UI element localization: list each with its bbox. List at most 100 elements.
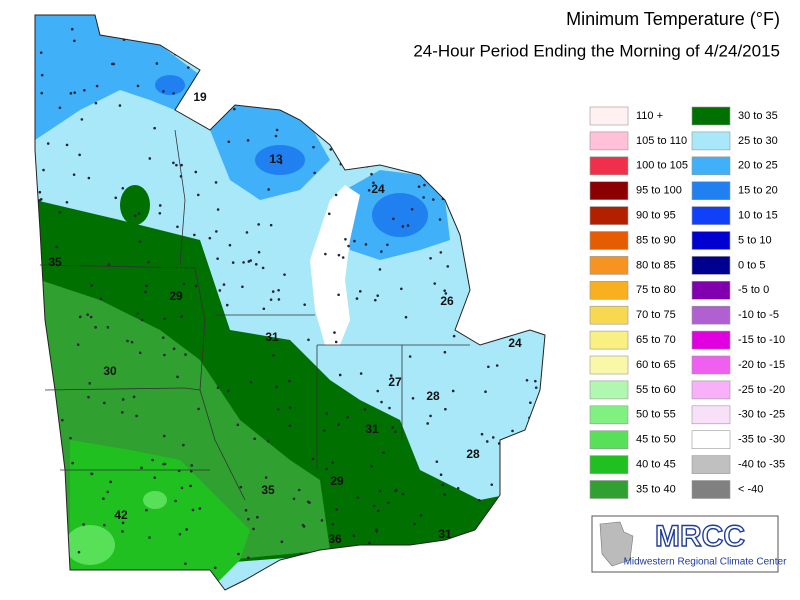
station-dot: [376, 389, 380, 393]
station-dot: [394, 430, 397, 434]
station-dot: [315, 28, 319, 32]
station-dot: [373, 298, 377, 302]
station-dot: [534, 379, 537, 383]
station-dot: [148, 157, 152, 160]
station-dot: [245, 231, 249, 234]
station-dot: [353, 239, 356, 243]
station-dot: [499, 497, 503, 501]
station-dot: [370, 172, 373, 176]
station-dot: [446, 265, 450, 268]
station-dot: [121, 398, 125, 401]
station-dot: [380, 400, 383, 404]
station-dot: [65, 200, 69, 204]
station-dot: [487, 587, 491, 590]
station-dot: [277, 298, 281, 301]
station-dot: [335, 508, 338, 511]
station-dot: [380, 156, 384, 160]
station-dot: [439, 251, 443, 254]
station-dot: [525, 378, 529, 382]
legend-swatch: [589, 480, 629, 499]
station-dot: [172, 92, 175, 95]
station-value: 28: [466, 447, 480, 461]
station-value: 28: [426, 389, 440, 403]
station-dot: [196, 81, 200, 84]
station-dot: [163, 434, 166, 438]
subtitle: 24-Hour Period Ending the Morning of 4/2…: [413, 41, 780, 60]
station-dot: [40, 381, 44, 385]
station-dot: [334, 340, 338, 344]
station-dot: [444, 292, 448, 295]
station-dot: [352, 534, 356, 538]
station-dot: [504, 148, 508, 152]
station-dot: [538, 569, 541, 572]
station-dot: [86, 313, 89, 316]
station-dot: [178, 532, 182, 536]
station-dot: [135, 414, 138, 418]
station-dot: [184, 353, 187, 356]
station-dot: [313, 171, 316, 175]
legend-label: 55 to 60: [636, 384, 676, 396]
station-dot: [373, 16, 377, 20]
station-dot: [443, 350, 447, 354]
station-dot: [437, 183, 440, 187]
legend-label: -15 to -10: [738, 334, 785, 346]
station-dot: [356, 496, 360, 499]
station-dot: [484, 227, 488, 231]
legend-label: 100 to 105: [636, 160, 688, 172]
station-dot: [271, 353, 275, 357]
station-dot: [80, 118, 84, 121]
station-dot: [435, 460, 439, 463]
legend-label: 25 to 30: [738, 135, 778, 147]
station-dot: [42, 168, 45, 172]
station-dot: [306, 31, 310, 35]
station-dot: [284, 36, 288, 40]
station-dot: [78, 153, 81, 157]
legend-swatch: [589, 131, 629, 151]
station-dot: [242, 261, 245, 264]
station-dot: [359, 372, 363, 375]
station-dot: [411, 397, 415, 400]
station-dot: [456, 487, 460, 490]
station-dot: [73, 39, 76, 43]
station-dot: [519, 242, 523, 246]
station-dot: [65, 143, 69, 147]
station-dot: [175, 163, 178, 167]
legend-swatch: [691, 355, 731, 375]
station-dot: [379, 48, 383, 51]
station-dot: [269, 223, 273, 227]
station-dot: [438, 124, 442, 127]
station-dot: [140, 318, 144, 322]
station-dot: [331, 461, 335, 464]
legend-swatch: [691, 256, 731, 275]
station-dot: [394, 143, 398, 147]
station-value: 31: [365, 422, 379, 436]
legend-label: -35 to -30: [738, 434, 785, 446]
station-dot: [132, 395, 136, 399]
station-dot: [198, 507, 202, 510]
station-dot: [226, 389, 230, 393]
station-dot: [46, 498, 50, 502]
station-dot: [439, 473, 443, 476]
station-dot: [329, 37, 333, 40]
station-dot: [136, 312, 140, 315]
station-dot: [491, 217, 494, 220]
station-dot: [185, 528, 188, 531]
zone-30-35: [120, 185, 150, 225]
station-dot: [529, 282, 533, 286]
station-dot: [443, 493, 446, 496]
station-dot: [429, 256, 432, 260]
station-dot: [540, 245, 543, 249]
station-dot: [271, 290, 275, 293]
station-dot: [463, 245, 467, 249]
station-dot: [254, 263, 258, 266]
station-value: 13: [269, 152, 283, 166]
station-dot: [107, 263, 111, 266]
logo-name: MRCC: [655, 520, 745, 553]
station-value: 26: [440, 294, 454, 308]
station-dot: [372, 504, 376, 508]
station-dot: [337, 293, 340, 297]
legend-label: 5 to 10: [738, 234, 772, 246]
station-dot: [155, 62, 159, 65]
station-dot: [147, 28, 151, 32]
station-dot: [102, 523, 106, 527]
